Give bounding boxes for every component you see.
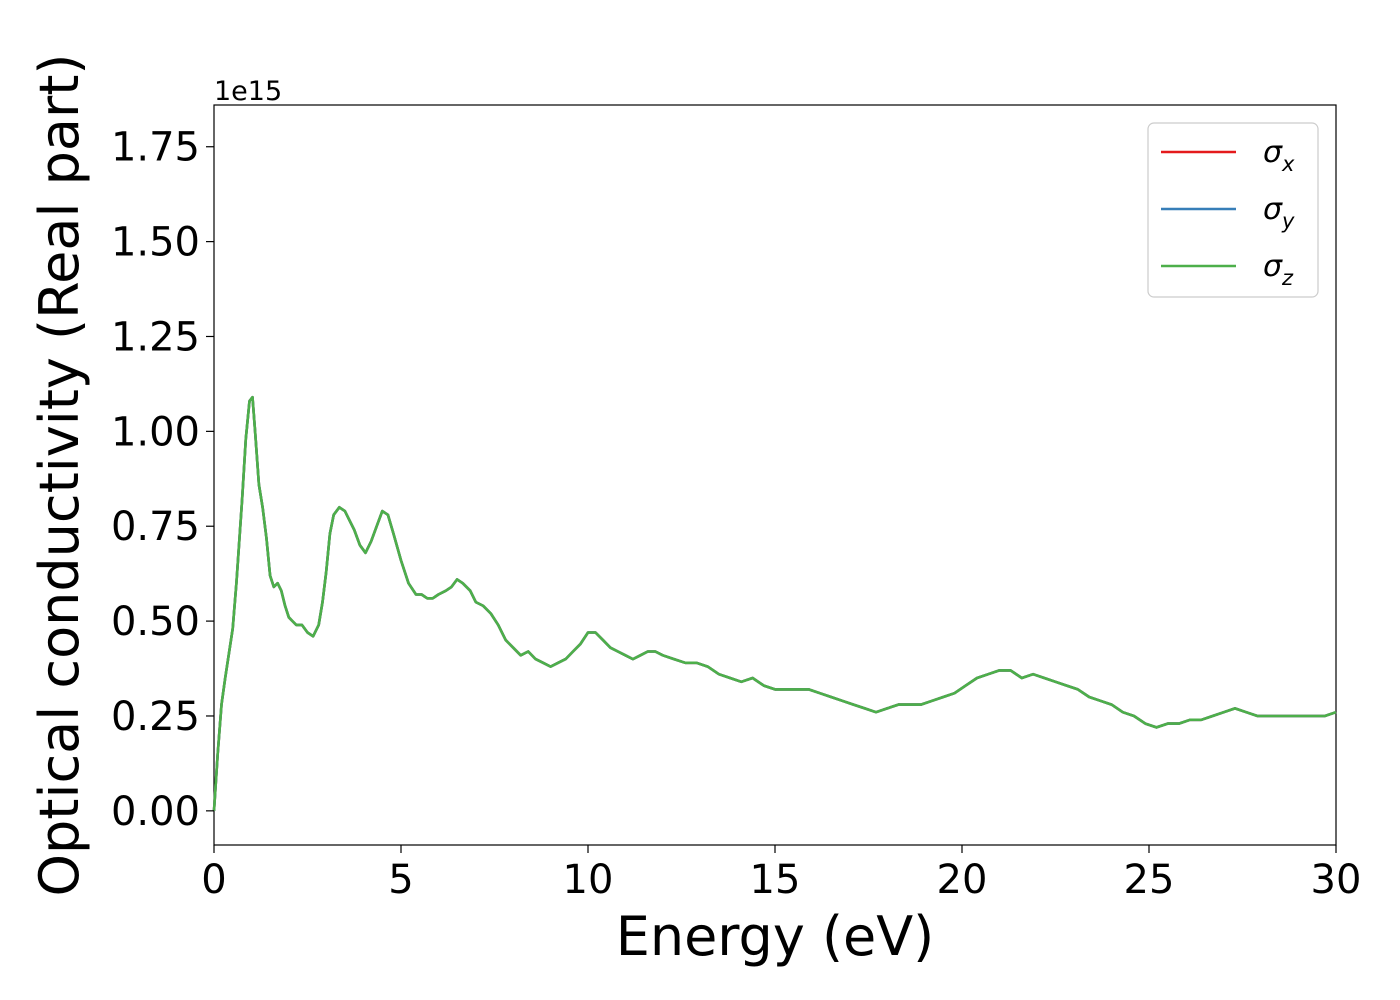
y-tick-label: 1.00 bbox=[111, 409, 200, 455]
legend-label-y: σy bbox=[1263, 192, 1295, 233]
y-tick-label: 1.25 bbox=[111, 314, 200, 360]
x-tick-label: 0 bbox=[201, 857, 226, 903]
y-tick-label: 1.50 bbox=[111, 220, 200, 266]
x-tick-label: 5 bbox=[388, 857, 413, 903]
y-axis-label: Optical conductivity (Real part) bbox=[28, 54, 91, 897]
x-tick-label: 25 bbox=[1124, 857, 1175, 903]
x-tick-label: 15 bbox=[750, 857, 801, 903]
series-layer bbox=[212, 395, 1337, 811]
x-tick-label: 20 bbox=[937, 857, 988, 903]
x-axis-label: Energy (eV) bbox=[616, 905, 935, 968]
y-tick-label: 0.75 bbox=[111, 504, 200, 550]
y-tick-label: 1.75 bbox=[111, 125, 200, 171]
series-line-z bbox=[212, 395, 1337, 811]
x-axis-ticks: 0 5 10 15 20 25 30 bbox=[201, 845, 1361, 903]
y-offset-label: 1e15 bbox=[214, 76, 282, 107]
y-axis-ticks: 0.00 0.25 0.50 0.75 1.00 1.25 1.50 1.75 bbox=[111, 125, 214, 835]
y-tick-label: 0.25 bbox=[111, 694, 200, 740]
y-tick-label: 0.00 bbox=[111, 789, 200, 835]
x-tick-label: 30 bbox=[1311, 857, 1362, 903]
x-tick-label: 10 bbox=[563, 857, 614, 903]
y-tick-label: 0.50 bbox=[111, 599, 200, 645]
